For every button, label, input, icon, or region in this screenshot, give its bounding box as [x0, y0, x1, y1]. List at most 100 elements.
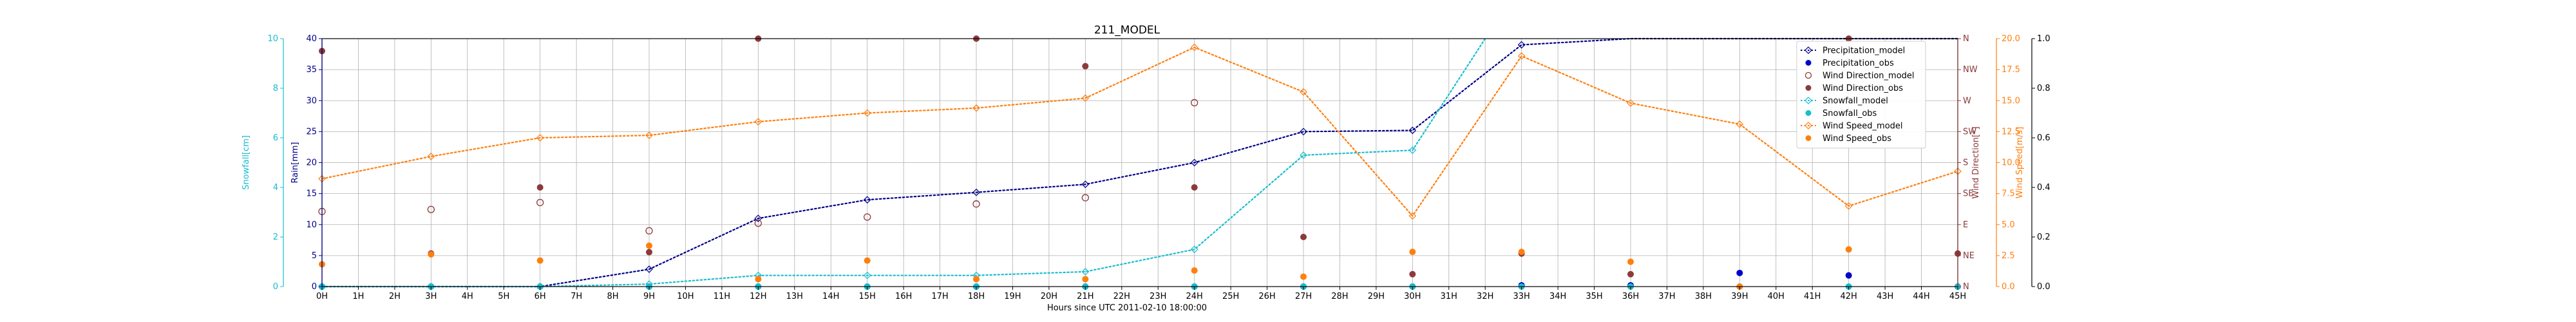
data-point-wind-speed-model — [1408, 212, 1417, 220]
legend-swatch-marker — [1804, 97, 1812, 104]
x-tick-label: 36H — [1622, 292, 1639, 301]
legend-entry-label: Wind Direction_obs — [1823, 84, 1903, 93]
wind-speed-axis-tick-label: 0.0 — [2002, 282, 2015, 292]
data-point-wind-speed-model — [1081, 94, 1090, 102]
data-point-wind-speed-model — [863, 109, 871, 117]
legend-entry-label: Snowfall_model — [1823, 97, 1888, 106]
data-point-wind-speed-model — [1190, 43, 1198, 52]
x-tick-label: 40H — [1768, 292, 1785, 301]
snowfall-axis-tick-label: 0 — [273, 282, 278, 292]
data-point-precipitation-model — [754, 214, 762, 222]
data-point-wind-speed-obs — [864, 257, 871, 264]
outer-axis-tick-label: 0.2 — [2037, 232, 2050, 242]
data-point-wind-speed-model — [754, 118, 762, 126]
data-point-wind-direction-model — [1191, 99, 1198, 107]
x-tick-label: 38H — [1695, 292, 1712, 301]
x-tick-label: 37H — [1658, 292, 1675, 301]
snowfall-axis: 0 2 4 6 8 10 Snowfall[cm] — [242, 34, 284, 292]
wind-direction-axis-tick-label: NE — [1963, 251, 1975, 261]
wind-speed-axis-tick-label: 7.5 — [2002, 189, 2015, 199]
legend-swatch-marker — [1804, 71, 1812, 79]
x-tick-label: 11H — [714, 292, 730, 301]
series-line-wind-speed-model — [321, 46, 1959, 218]
legend-entry-label: Wind Direction_model — [1823, 71, 1915, 81]
rain-axis-tick-label: 40 — [306, 34, 317, 44]
wind-speed-axis-tick-label: 10.0 — [2002, 158, 2020, 168]
x-tick-label: 13H — [786, 292, 803, 301]
wind-speed-axis-tick-label: 5.0 — [2002, 220, 2015, 230]
x-tick-label: 26H — [1258, 292, 1275, 301]
outer-axis-tick-label: 1.0 — [2037, 34, 2050, 44]
data-point-wind-speed-obs — [1409, 249, 1416, 256]
wind-direction-axis-tick-label: N — [1963, 34, 1969, 44]
data-point-precipitation-obs — [1845, 272, 1852, 279]
data-point-wind-direction-model — [1081, 194, 1089, 202]
rain-axis-tick-label: 10 — [306, 220, 317, 230]
legend-swatch-marker — [1804, 46, 1812, 54]
legend-swatch-marker — [1804, 122, 1812, 129]
data-point-wind-speed-model — [1736, 120, 1744, 128]
data-point-wind-speed-model — [1844, 202, 1853, 210]
data-point-precipitation-obs — [1736, 269, 1743, 276]
data-point-wind-direction-obs — [1082, 62, 1089, 70]
outer-axis: 0.0 0.2 0.4 0.6 0.8 1.0 — [2031, 34, 2050, 292]
data-point-snowfall-model — [1190, 245, 1198, 254]
x-tick-label: 0H — [316, 292, 328, 301]
legend: Precipitation_model Precipitation_obs Wind… — [1796, 41, 1926, 149]
wind-speed-axis-tick-label: 2.5 — [2002, 251, 2015, 261]
snowfall-axis-tick-label: 4 — [273, 183, 278, 193]
data-point-precipitation-model — [1081, 180, 1090, 189]
rain-axis-tick-label: 30 — [306, 96, 317, 106]
legend-entry-label: Wind Speed_obs — [1823, 134, 1891, 144]
wind-speed-axis-label: Wind Speed[m/s] — [2015, 127, 2025, 199]
data-point-precipitation-model — [1300, 128, 1307, 136]
wind-direction-axis-tick-label: SW — [1963, 127, 1976, 137]
legend-swatch-marker — [1805, 85, 1812, 91]
data-point-wind-speed-obs — [755, 276, 762, 283]
x-tick-label: 21H — [1077, 292, 1094, 301]
x-tick-label: 8H — [607, 292, 619, 301]
data-point-wind-direction-model — [754, 219, 762, 227]
snowfall-axis-label: Snowfall[cm] — [242, 135, 251, 190]
snowfall-axis-tick-label: 10 — [267, 34, 278, 44]
series-precipitation-model — [318, 37, 1959, 290]
outer-axis-tick-label: 0.4 — [2037, 183, 2050, 193]
x-tick-label: 10H — [677, 292, 694, 301]
data-point-wind-speed-obs — [428, 251, 435, 258]
x-tick-label: 20H — [1041, 292, 1057, 301]
x-axis-label: Hours since UTC 2011-02-10 18:00:00 — [1047, 303, 1207, 313]
data-point-wind-speed-model — [645, 131, 653, 139]
x-tick-label: 9H — [643, 292, 655, 301]
data-point-wind-direction-obs — [1300, 234, 1307, 240]
data-point-wind-speed-model — [972, 104, 980, 112]
legend-entry-label: Snowfall_obs — [1823, 109, 1877, 118]
wind-direction-axis-tick-label: E — [1963, 220, 1968, 230]
x-tick-label: 32H — [1477, 292, 1493, 301]
data-point-wind-direction-model — [645, 227, 653, 235]
rain-axis-tick-label: 20 — [306, 158, 317, 168]
x-tick-label: 35H — [1586, 292, 1602, 301]
x-tick-label: 41H — [1804, 292, 1821, 301]
wind-direction-axis-tick-label: NW — [1963, 65, 1978, 75]
x-tick-label: 17H — [931, 292, 948, 301]
wind-direction-axis-tick-label: W — [1963, 96, 1971, 106]
data-point-wind-direction-model — [972, 200, 980, 208]
x-tick-label: 5H — [498, 292, 509, 301]
x-tick-label: 7H — [571, 292, 582, 301]
data-point-precipitation-model — [1190, 158, 1198, 167]
x-tick-label: 27H — [1295, 292, 1312, 301]
snowfall-axis-tick-label: 6 — [273, 133, 278, 143]
x-tick-label: 16H — [895, 292, 912, 301]
data-point-wind-speed-obs — [1518, 249, 1525, 256]
x-tick-label: 6H — [535, 292, 546, 301]
wind-direction-axis-tick-label: N — [1963, 282, 1969, 292]
rain-axis-tick-label: 5 — [312, 251, 317, 261]
data-point-wind-speed-obs — [973, 276, 980, 283]
x-tick-label: 44H — [1913, 292, 1929, 301]
x-tick-label: 23H — [1150, 292, 1166, 301]
wind-speed-axis-tick-label: 20.0 — [2002, 34, 2020, 44]
legend-entry-label: Precipitation_obs — [1823, 59, 1894, 68]
snowfall-axis-tick-label: 8 — [273, 84, 278, 93]
data-point-wind-direction-obs — [536, 184, 544, 191]
series-layer — [318, 35, 1962, 290]
